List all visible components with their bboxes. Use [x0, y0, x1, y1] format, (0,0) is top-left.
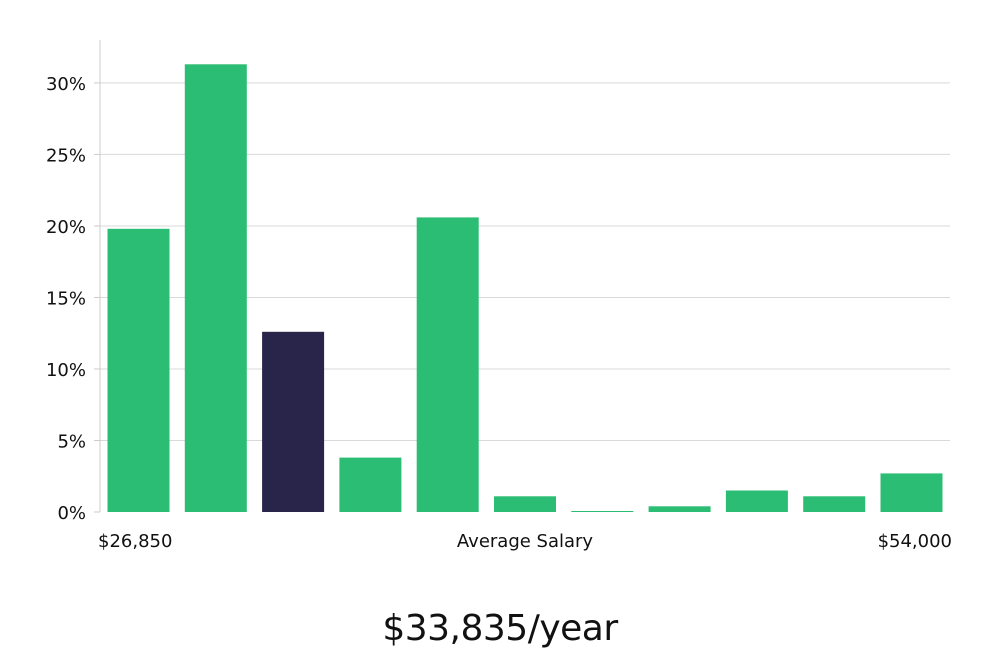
bar — [571, 511, 634, 512]
salary-histogram: 0% 5% 10% 15% 20% 25% 30% $26,850 Average Sala… — [46, 40, 952, 552]
x-max-label: $54,000 — [878, 531, 952, 552]
bar — [725, 490, 788, 512]
bar — [339, 457, 402, 512]
bar — [107, 228, 170, 513]
bar — [416, 217, 479, 512]
x-axis-title: Average Salary — [457, 531, 594, 552]
y-tick-label: 5% — [57, 431, 86, 452]
bar-highlighted — [262, 331, 325, 512]
x-min-label: $26,850 — [98, 531, 172, 552]
y-tick-label: 10% — [46, 360, 86, 381]
bar — [494, 496, 556, 512]
average-salary-summary: $33,835/year — [382, 608, 618, 649]
y-tick-label: 20% — [46, 217, 86, 238]
y-tick-label: 30% — [46, 74, 86, 95]
bar — [184, 64, 247, 513]
bars — [107, 64, 943, 513]
y-tick-label: 0% — [57, 503, 86, 524]
y-tick-labels: 0% 5% 10% 15% 20% 25% 30% — [46, 74, 86, 524]
y-tick-label: 15% — [46, 288, 86, 309]
bar — [648, 506, 711, 512]
y-tick-label: 25% — [46, 145, 86, 166]
bar — [803, 496, 866, 512]
bar — [880, 473, 943, 512]
